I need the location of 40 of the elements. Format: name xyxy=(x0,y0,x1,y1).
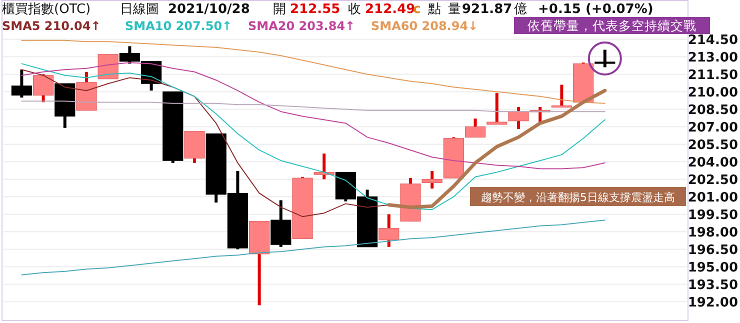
y-tick-label: 213.00 xyxy=(688,50,738,66)
y-tick-label: 198.00 xyxy=(688,226,738,241)
text: 億 xyxy=(514,2,527,17)
candlestick xyxy=(184,131,205,163)
text: 收 xyxy=(348,2,361,17)
text: 開 xyxy=(273,2,286,17)
y-tick-label: 201.00 xyxy=(688,190,738,206)
line-series xyxy=(21,40,606,104)
y-tick-label: 193.50 xyxy=(688,278,738,294)
y-tick-label: 214.50 xyxy=(688,33,738,48)
chart-title: 櫃買指數(OTC) xyxy=(2,2,91,17)
text: 2021/10/28 xyxy=(168,2,250,17)
y-tick-label: 202.50 xyxy=(688,173,738,188)
text: 依舊帶量，代表多空持續交戰 xyxy=(528,18,696,33)
y-tick-label: 192.00 xyxy=(688,296,738,311)
line-series xyxy=(21,220,606,276)
text: SMA10 207.50↑ xyxy=(125,19,232,33)
text: SMA60 208.94↓ xyxy=(371,19,478,33)
annotation: 趨勢不變，沿著翻揚5日線支撐震盪走高 xyxy=(481,191,675,204)
chart-subtitle: 日線圖 xyxy=(120,2,159,17)
text: 212.55 xyxy=(290,2,340,17)
text: SMA5 210.04↑ xyxy=(2,19,101,33)
text: 量 xyxy=(448,2,461,17)
text: c xyxy=(413,2,421,17)
candlestick xyxy=(422,171,442,189)
y-tick-label: 208.50 xyxy=(688,103,738,118)
line-series xyxy=(387,88,607,209)
text: 點 xyxy=(427,2,441,17)
text: 921.87 xyxy=(462,2,512,17)
text: SMA20 203.84↑ xyxy=(248,19,356,33)
y-tick-label: 210.00 xyxy=(688,86,738,101)
y-tick-label: 196.50 xyxy=(688,243,738,258)
text: +0.15 (+0.07%) xyxy=(538,2,654,17)
y-tick-label: 204.00 xyxy=(688,156,738,171)
y-tick-label: 205.50 xyxy=(688,138,738,154)
y-tick-label: 207.00 xyxy=(688,120,738,136)
y-tick-label: 211.50 xyxy=(688,68,738,84)
y-tick-label: 199.50 xyxy=(688,208,738,224)
text: 212.49 xyxy=(365,2,416,17)
y-tick-label: 195.00 xyxy=(688,260,738,276)
